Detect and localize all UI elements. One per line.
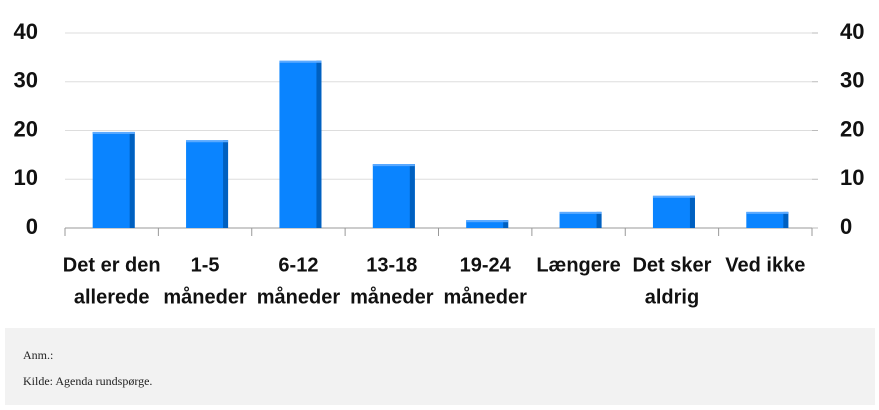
bar-side xyxy=(596,211,602,228)
footer: Anm.: Kilde: Agenda rundspørge. xyxy=(5,328,875,405)
x-tick-label: Det er den xyxy=(63,254,161,276)
y2-tick-label: 10 xyxy=(840,165,864,190)
x-tick-label: måneder xyxy=(163,285,247,308)
bar-top xyxy=(372,164,415,167)
x-tick-label: 19-24 xyxy=(460,254,512,276)
bar-side xyxy=(129,131,135,228)
x-tick-label: Ved ikke xyxy=(725,254,805,276)
bar xyxy=(372,164,415,228)
x-tick-label: måneder xyxy=(444,285,528,308)
bar-top xyxy=(652,195,695,198)
x-tick-label: Det sker xyxy=(632,254,711,276)
bar-side xyxy=(503,220,509,228)
x-tick-label: 1-5 xyxy=(191,254,220,276)
y-tick-label: 10 xyxy=(14,165,38,190)
note: Anm.: xyxy=(23,348,54,362)
y-tick-label: 20 xyxy=(14,116,38,141)
bar xyxy=(746,211,789,228)
x-tick-label: 13-18 xyxy=(366,254,417,276)
bar-side xyxy=(783,211,789,228)
bar-side xyxy=(409,164,415,228)
bar-top xyxy=(466,220,509,223)
bar-top xyxy=(746,211,789,214)
bar-side xyxy=(223,140,229,228)
bar-top xyxy=(92,131,135,134)
x-tick-label: måneder xyxy=(350,285,434,308)
y-tick-label: 30 xyxy=(14,68,38,93)
bar xyxy=(559,211,602,228)
x-tick-label: allerede xyxy=(74,286,150,308)
x-tick-label: aldrig xyxy=(645,286,699,308)
bar-top xyxy=(186,140,229,143)
bar-top xyxy=(559,211,602,214)
x-tick-label: måneder xyxy=(257,285,341,308)
y2-tick-label: 20 xyxy=(840,116,864,141)
bar xyxy=(92,131,135,228)
x-tick-label: Længere xyxy=(536,254,620,276)
source: Kilde: Agenda rundspørge. xyxy=(23,374,153,388)
bar-top xyxy=(279,60,322,63)
y-tick-label: 0 xyxy=(26,214,38,239)
bar xyxy=(186,140,229,228)
bar xyxy=(279,60,322,228)
chart: 0 10 20 30 40 0 10 20 30 40 Det er den allerede 1-5 m… xyxy=(14,19,865,308)
y2-tick-label: 0 xyxy=(840,214,852,239)
bar xyxy=(652,195,695,228)
bar-side xyxy=(689,195,695,228)
y-tick-label: 40 xyxy=(14,19,38,44)
y2-tick-label: 40 xyxy=(840,19,864,44)
x-tick-label: 6-12 xyxy=(278,254,318,276)
bar xyxy=(466,220,509,228)
bar-side xyxy=(316,60,322,228)
y2-tick-label: 30 xyxy=(840,68,864,93)
